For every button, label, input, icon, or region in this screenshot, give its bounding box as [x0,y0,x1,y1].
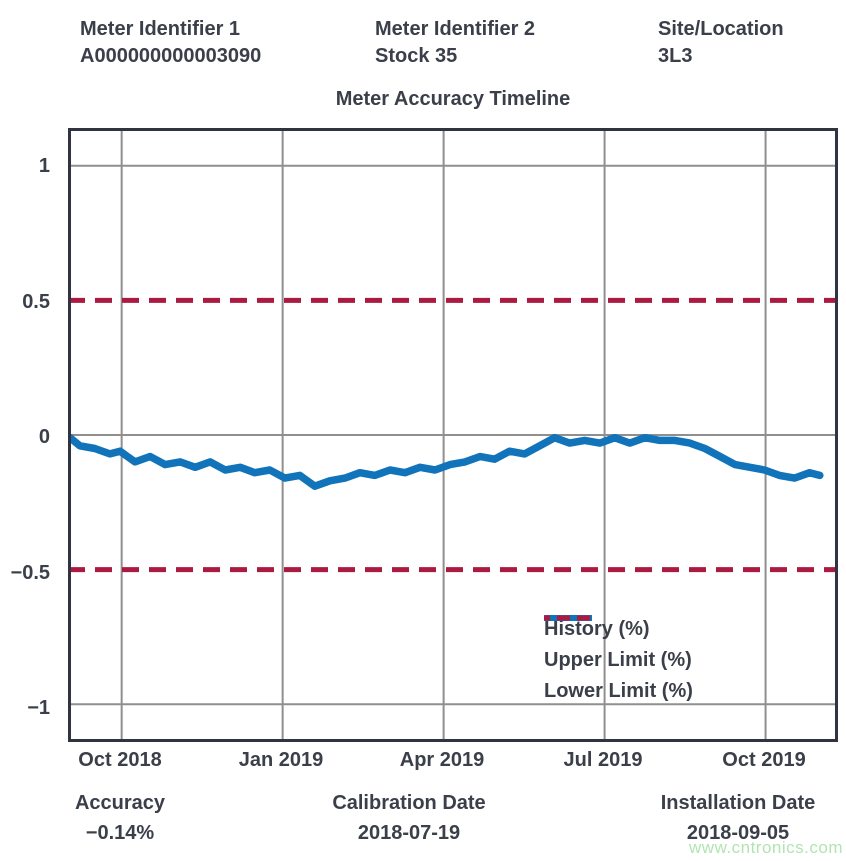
legend: History (%) Upper Limit (%) Lower Limit … [544,614,693,707]
site-location-value: 3L3 [658,45,693,67]
calibration-value: 2018-07-19 [357,822,461,844]
legend-label-history: History (%) [544,618,650,640]
x-tick-oct2019: Oct 2019 [722,749,806,771]
meter-id1-value: A000000000003090 [80,45,262,67]
plot-area: History (%) Upper Limit (%) Lower Limit … [68,128,838,742]
plot-border [68,128,838,742]
installation-value: 2018-09-05 [686,822,790,844]
x-tick-jul2019: Jul 2019 [563,749,643,771]
legend-label-upper-limit: Upper Limit (%) [544,649,692,671]
legend-label-lower-limit: Lower Limit (%) [544,680,693,702]
history-line [68,433,824,490]
accuracy-label: Accuracy [74,792,166,814]
chart-canvas [68,128,838,742]
lower-limit-line-sample [544,615,592,621]
meter-id2-label: Meter Identifier 2 [375,18,536,40]
x-tick-oct2018: Oct 2018 [78,749,162,771]
y-tick-0p5: 0.5 [22,291,50,313]
watermark: www.cntronics.com [689,838,843,857]
y-tick-neg1: −1 [27,697,50,719]
legend-item-upper-limit: Upper Limit (%) [544,615,693,676]
x-tick-jan2019: Jan 2019 [238,749,324,771]
y-tick-1: 1 [38,155,50,177]
meter-id1-label: Meter Identifier 1 [80,18,241,40]
legend-item-lower-limit: Lower Limit (%) [544,615,693,707]
chart-title: Meter Accuracy Timeline [335,88,571,110]
accuracy-value: −0.14% [85,822,155,844]
y-tick-0: 0 [38,426,50,448]
installation-label: Installation Date [660,792,816,814]
x-tick-apr2019: Apr 2019 [399,749,485,771]
calibration-label: Calibration Date [332,792,486,814]
meter-id2-value: Stock 35 [375,45,458,67]
site-location-label: Site/Location [658,18,784,40]
y-tick-neg0p5: −0.5 [10,562,50,584]
